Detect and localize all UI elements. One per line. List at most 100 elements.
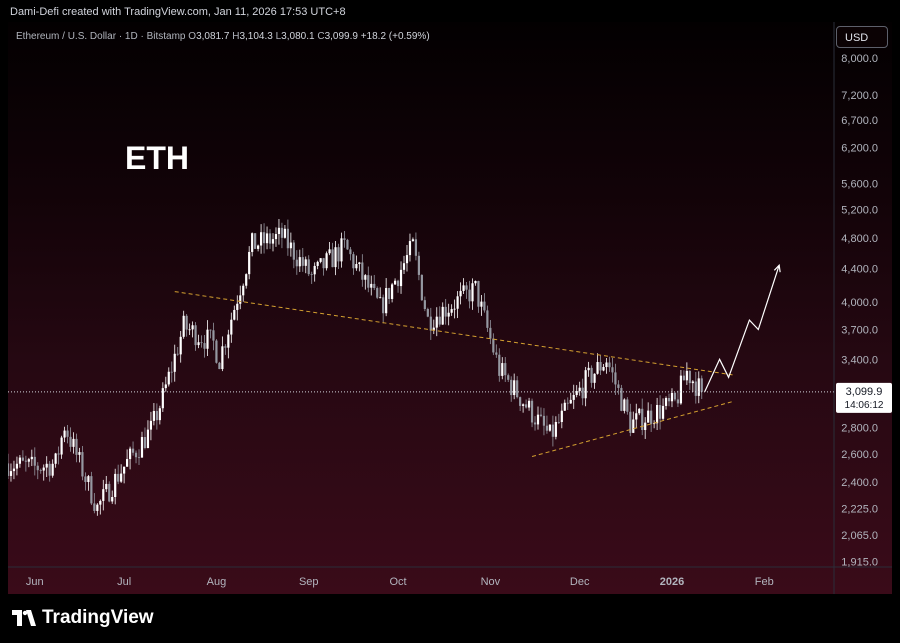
candle-body xyxy=(495,352,498,355)
ohlc-legend: Ethereum / U.S. Dollar · 1D · Bitstamp O… xyxy=(16,31,430,42)
candle-body xyxy=(194,325,197,346)
candle-body xyxy=(608,362,611,368)
y-tick-label: 7,200.0 xyxy=(841,90,878,102)
candle-body xyxy=(614,372,617,385)
close-label: C xyxy=(317,31,325,42)
candle-body xyxy=(295,259,298,267)
candle-body xyxy=(644,422,647,431)
candle-body xyxy=(453,308,456,310)
last-price-tag xyxy=(836,382,892,413)
candle-body xyxy=(146,429,150,449)
y-tick-label: 3,400.0 xyxy=(841,354,878,366)
bar-countdown: 14:06:12 xyxy=(845,400,884,411)
candle-body xyxy=(45,463,48,468)
candle-body xyxy=(39,470,42,471)
candle-body xyxy=(87,476,90,483)
candle-body xyxy=(230,319,233,335)
y-tick-label: 4,000.0 xyxy=(841,297,878,309)
candle-body xyxy=(447,312,450,317)
candle-body xyxy=(224,346,227,348)
candle-body xyxy=(134,452,138,458)
candle-body xyxy=(349,249,352,255)
x-tick-label: Dec xyxy=(570,576,590,588)
candle-body xyxy=(48,463,51,476)
high-label: H xyxy=(232,31,240,42)
candle-body xyxy=(527,400,531,408)
candle-body xyxy=(477,281,480,307)
candle-body xyxy=(292,242,295,260)
candle-body xyxy=(102,489,105,501)
candle-body xyxy=(277,227,281,235)
candle-body xyxy=(325,253,328,269)
candle-body xyxy=(206,329,209,349)
candle-body xyxy=(569,399,572,404)
candle-body xyxy=(676,399,680,404)
candle-body xyxy=(557,421,560,423)
candle-body xyxy=(18,457,22,464)
candle-body xyxy=(319,258,322,262)
candle-body xyxy=(298,257,301,267)
candle-body xyxy=(656,404,659,424)
candle-body xyxy=(343,238,346,240)
chart-header: Dami-Defi created with TradingView.com, … xyxy=(10,6,346,18)
x-tick-label: Oct xyxy=(389,576,406,588)
candle-body xyxy=(617,384,620,388)
price-chart[interactable]: 1,915.0 2,065.0 2,225.0 2,400.0 2,600.0 2,800… xyxy=(8,22,892,594)
candle-body xyxy=(131,448,135,453)
candle-body xyxy=(364,275,367,280)
candle-body xyxy=(218,362,221,370)
candle-body xyxy=(346,239,349,250)
candle-body xyxy=(280,227,284,238)
candle-body xyxy=(114,473,117,498)
candle-body xyxy=(239,295,242,304)
candle-body xyxy=(143,437,147,449)
chart-frame[interactable]: Ethereum / U.S. Dollar · 1D · Bitstamp O… xyxy=(8,22,892,594)
candle-body xyxy=(340,238,343,262)
candle-body xyxy=(164,384,167,389)
candle-body xyxy=(370,283,373,288)
candle-body xyxy=(24,460,27,462)
candle-body xyxy=(456,296,459,309)
candle-body xyxy=(81,452,84,477)
candle-body xyxy=(426,309,429,317)
candle-body xyxy=(307,259,310,275)
y-tick-label: 8,000.0 xyxy=(841,53,878,65)
candle-body xyxy=(271,239,275,244)
candle-body xyxy=(632,419,635,433)
candle-body xyxy=(664,398,668,406)
candle-body xyxy=(483,301,486,311)
y-tick-label: 5,600.0 xyxy=(841,178,878,190)
candle-body xyxy=(504,363,507,376)
candle-body xyxy=(33,456,36,466)
candle-body xyxy=(402,263,406,270)
candle-body xyxy=(575,391,578,395)
candle-body xyxy=(581,387,584,399)
candle-body xyxy=(379,297,382,299)
candle-body xyxy=(289,242,292,249)
candle-body xyxy=(331,249,334,268)
candle-body xyxy=(66,430,69,437)
candle-body xyxy=(358,262,361,265)
candle-body xyxy=(158,408,161,421)
candle-body xyxy=(584,370,587,399)
candle-body xyxy=(536,414,540,425)
candle-body xyxy=(462,285,465,291)
candle-body xyxy=(539,414,543,416)
candle-body xyxy=(560,410,563,423)
candle-body xyxy=(605,362,608,368)
candle-body xyxy=(200,342,203,344)
candle-body xyxy=(75,438,78,455)
candle-body xyxy=(42,467,45,471)
candle-body xyxy=(93,503,96,511)
candle-body xyxy=(15,463,19,469)
candle-body xyxy=(215,340,218,363)
candle-body xyxy=(641,408,644,431)
candle-body xyxy=(236,303,239,310)
y-tick-label: 4,400.0 xyxy=(841,263,878,275)
candle-body xyxy=(566,402,569,404)
candle-body xyxy=(435,316,438,328)
candle-body xyxy=(626,399,629,412)
currency-button[interactable]: USD xyxy=(836,26,888,48)
candle-body xyxy=(694,381,697,396)
tradingview-logo-text: TradingView xyxy=(42,607,154,628)
